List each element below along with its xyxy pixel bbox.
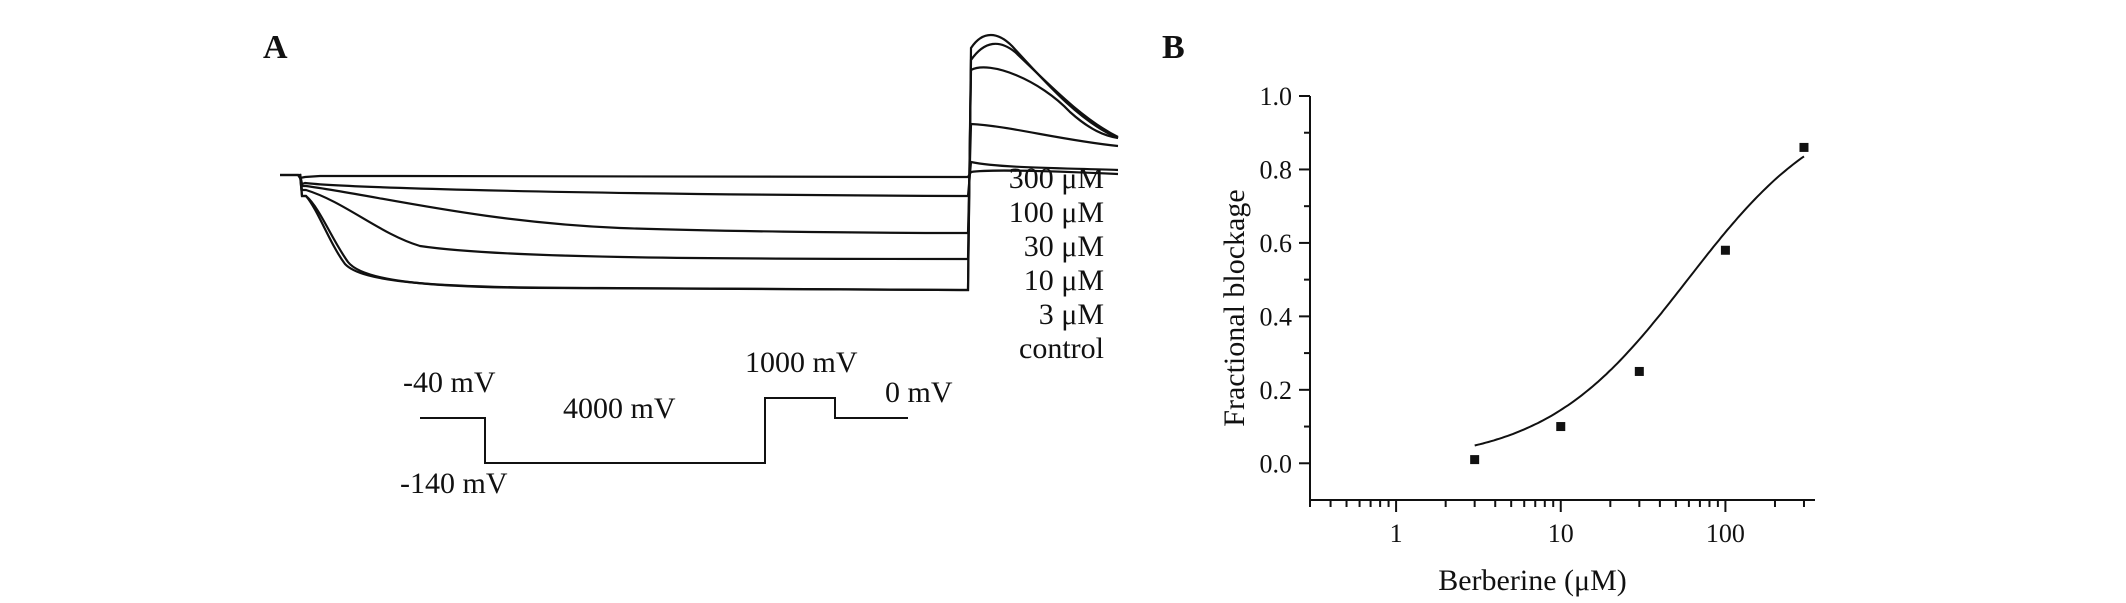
protocol-label-duration-2: 1000 mV [745, 346, 858, 379]
data-point [1720, 245, 1730, 255]
trace-control [280, 33, 1119, 292]
fit-curve [1474, 155, 1805, 447]
panel-a-letter: A [263, 29, 288, 66]
label-300uM: 300 μM [1009, 162, 1104, 195]
chart-b: 0.0 0.2 0.4 0.6 0.8 1.0 1 10 100 Berberine (μM) Fr… [1218, 82, 1815, 597]
y-axis-title: Fractional blockage [1218, 189, 1251, 426]
y-tick-label: 0.2 [1260, 376, 1293, 405]
panel-b: B 0.0 0.2 0.4 0.6 0.8 1.0 1 10 100 Berberine (μM)… [1162, 29, 1815, 597]
trace-30uM [298, 122, 1119, 235]
protocol-label-hold: -40 mV [403, 366, 496, 399]
label-30uM: 30 μM [1024, 230, 1104, 263]
data-point [1634, 366, 1644, 376]
voltage-protocol: -40 mV -140 mV 4000 mV 1000 mV 0 mV [400, 346, 953, 500]
x-tick-label: 10 [1548, 519, 1574, 548]
data-point [1799, 142, 1809, 152]
panel-a: A 300 μM 100 μM 30 μM 10 μM 3 μM control… [263, 29, 1119, 500]
current-traces [280, 33, 1119, 292]
label-3uM: 3 μM [1039, 298, 1104, 331]
protocol-label-duration-1: 4000 mV [563, 392, 676, 425]
y-tick-label: 0.8 [1260, 155, 1293, 184]
panel-b-letter: B [1162, 29, 1185, 66]
protocol-label-test: 0 mV [885, 376, 953, 409]
y-tick-label: 0.0 [1260, 449, 1293, 478]
label-control: control [1019, 332, 1104, 365]
y-tick-label: 0.4 [1260, 302, 1293, 331]
y-tick-label: 0.6 [1260, 229, 1293, 258]
trace-100uM [298, 160, 1119, 198]
label-10uM: 10 μM [1024, 264, 1104, 297]
trace-300uM [280, 169, 1119, 180]
protocol-label-hyper: -140 mV [400, 467, 508, 500]
data-point [1470, 455, 1480, 465]
x-tick-label: 1 [1390, 519, 1403, 548]
protocol-trace [420, 397, 908, 464]
trace-10uM [298, 66, 1119, 261]
label-100uM: 100 μM [1009, 196, 1104, 229]
x-tick-label: 100 [1706, 519, 1745, 548]
data-point [1556, 422, 1566, 432]
x-axis-title: Berberine (μM) [1438, 564, 1627, 597]
trace-3uM [298, 42, 1119, 292]
y-tick-label: 1.0 [1260, 82, 1293, 111]
concentration-labels: 300 μM 100 μM 30 μM 10 μM 3 μM control [1009, 162, 1104, 365]
